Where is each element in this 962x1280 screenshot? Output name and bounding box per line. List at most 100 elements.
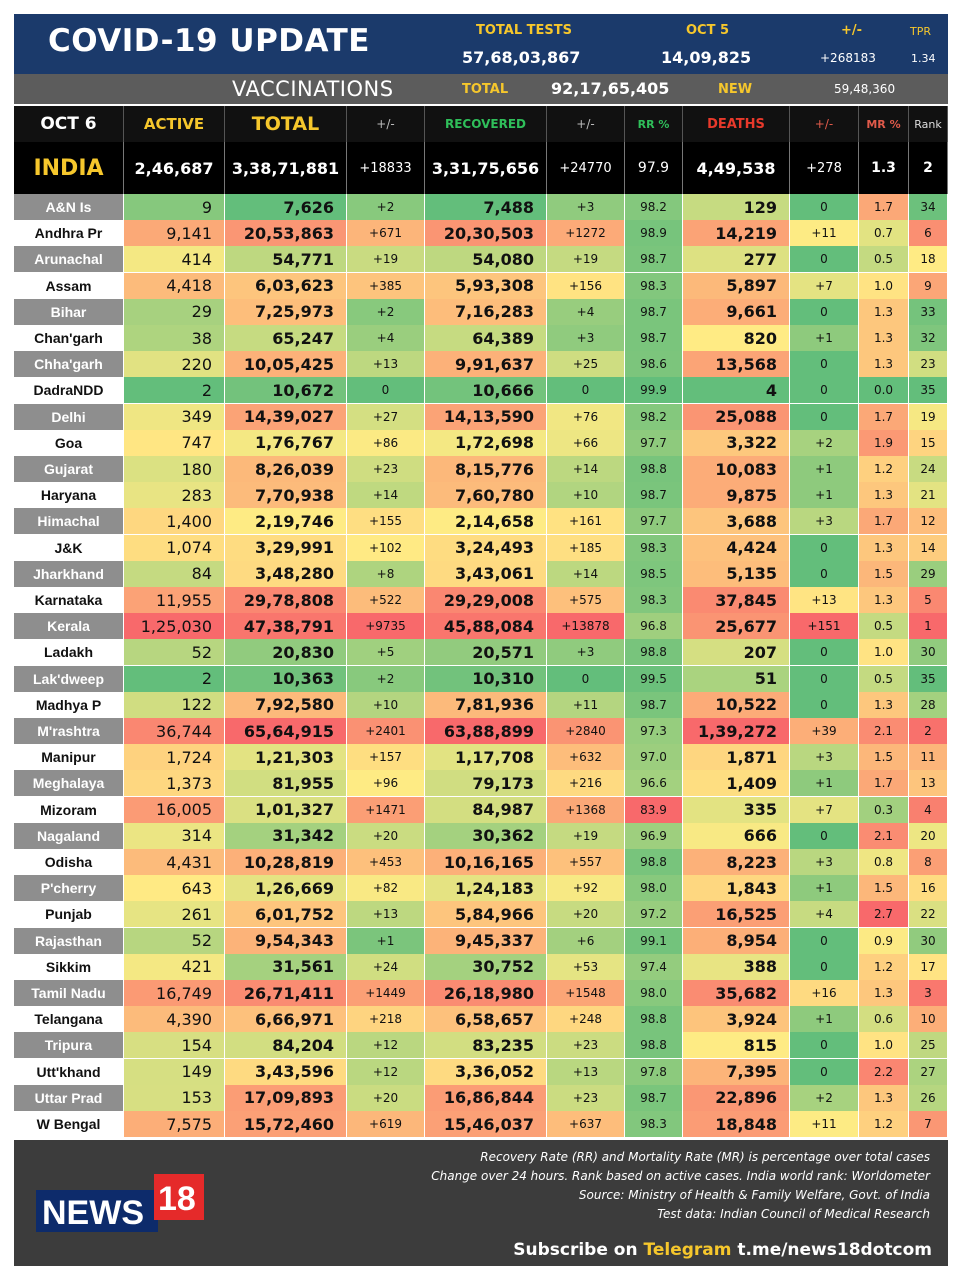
cell-mortality-rate: 2.2 [859,1058,909,1086]
cell-total: 2,19,746 [225,508,347,536]
cell-recovery-rate: 98.7 [625,691,683,719]
cell-active: 1,25,030 [124,613,225,641]
table-row: P'cherry 643 1,26,669 +82 1,24,183 +92 98.0 1,8… [14,875,948,903]
page-title: COVID-19 UPDATE [48,23,370,59]
cell-total-change: +2 [347,194,425,221]
cell-active: 314 [124,822,225,850]
cell-deaths: 1,39,272 [683,718,790,745]
table-row: Tripura 154 84,204 +12 83,235 +23 98.8 815 0 1.0 2… [14,1032,948,1060]
cell-deaths: 37,845 [683,587,790,614]
cell-recovery-rate: 98.3 [625,534,683,562]
cell-recovery-rate: 98.2 [625,403,683,431]
cell-total-change: +8 [347,560,425,588]
cell-deaths-change: 0 [790,1032,859,1060]
cell-recovered: 14,13,590 [425,403,547,431]
cell-total: 1,26,669 [225,875,347,903]
cell-state: Haryana [14,482,124,510]
cell-total-change: +10 [347,691,425,719]
cell-total: 3,29,991 [225,534,347,562]
cell-rank: 15 [909,429,948,457]
cell-state: Utt'khand [14,1058,124,1086]
cell-state: Lak'dweep [14,665,124,693]
column-header-active: ACTIVE [124,106,225,142]
cell-recovered-change: +575 [547,587,625,614]
cell-recovered: 30,362 [425,822,547,850]
cell-mortality-rate: 0.5 [859,665,909,693]
cell-recovered: 15,46,037 [425,1111,547,1138]
cell-deaths-change: +2 [790,1084,859,1112]
column-header-row: OCT 6 ACTIVE TOTAL +/- RECOVERED +/- RR % DEATH… [14,106,948,142]
cell-active: 2 [124,377,225,405]
cell-deaths: 4,424 [683,534,790,562]
cell-recovery-rate: 99.9 [625,377,683,405]
cell-recovery-rate: 98.2 [625,194,683,221]
cell-rank: 30 [909,927,948,955]
cell-total-change: +96 [347,770,425,798]
cell-total: 81,955 [225,770,347,798]
cell-deaths: 5,135 [683,560,790,588]
cell-recovered: 1,24,183 [425,875,547,903]
cell-rank: 3 [909,980,948,1007]
column-header-rank: Rank [909,106,948,142]
cell-recovered: 16,86,844 [425,1084,547,1112]
cell-rank: 32 [909,325,948,352]
cell-deaths: 9,875 [683,482,790,510]
cell-total: 31,342 [225,822,347,850]
cell-recovered-change: +23 [547,1032,625,1060]
cell-recovered: 30,752 [425,953,547,981]
table-row: Haryana 283 7,70,938 +14 7,60,780 +10 98.7 9,87… [14,482,948,510]
cell-deaths-change: +16 [790,980,859,1007]
cell-deaths: 10,083 [683,456,790,483]
cell-recovered-change: +216 [547,770,625,798]
cell-recovered: 7,60,780 [425,482,547,510]
tests-change-label: +/- [841,23,863,38]
cell-rank: 9 [909,272,948,300]
cell-recovered-change: +6 [547,927,625,955]
cell-mortality-rate: 1.5 [859,744,909,772]
cell-recovery-rate: 98.3 [625,272,683,300]
table-row: Goa 747 1,76,767 +86 1,72,698 +66 97.7 3,322 +2 1… [14,429,948,457]
cell-deaths: 129 [683,194,790,221]
cell-recovery-rate: 97.3 [625,718,683,745]
cell-total: 20,830 [225,639,347,667]
cell-active: 11,955 [124,587,225,614]
cell-recovery-rate: 98.8 [625,1032,683,1060]
cell-recovery-rate: 98.8 [625,639,683,667]
cell-rank: 17 [909,953,948,981]
cell-recovered-change: +14 [547,456,625,483]
cell-deaths: 35,682 [683,980,790,1007]
cell-mortality-rate: 0.9 [859,927,909,955]
cell-deaths: 25,677 [683,613,790,641]
cell-recovered: 20,30,503 [425,220,547,248]
cell-active: 52 [124,927,225,955]
cell-deaths-change: 0 [790,1058,859,1086]
cell-recovered: 79,173 [425,770,547,798]
cell-recovered-change: 0 [547,665,625,693]
cell-recovery-rate: 98.7 [625,246,683,274]
cell-active: 153 [124,1084,225,1112]
table-row: A&N Is 9 7,626 +2 7,488 +3 98.2 129 0 1.7 34 [14,194,948,221]
cell-state: Uttar Prad [14,1084,124,1112]
cell-recovered-change: +557 [547,849,625,876]
cell-active: 7,575 [124,1111,225,1138]
column-header-total: TOTAL [225,106,347,142]
table-row: Mizoram 16,005 1,01,327 +1471 84,987 +1368 83.… [14,796,948,824]
cell-state: Jharkhand [14,560,124,588]
cell-state: Mizoram [14,796,124,824]
cell-recovery-rate: 98.7 [625,482,683,510]
cell-recovered: 3,24,493 [425,534,547,562]
cell-mortality-rate: 1.3 [859,691,909,719]
cell-deaths-change: +7 [790,272,859,300]
cell-deaths: 22,896 [683,1084,790,1112]
cell-active: 220 [124,351,225,379]
cell-total-change: +157 [347,744,425,772]
cell-active: 261 [124,901,225,929]
india-rank: 2 [909,142,948,194]
cell-total: 31,561 [225,953,347,981]
cell-mortality-rate: 1.0 [859,639,909,667]
cell-active: 643 [124,875,225,903]
cell-rank: 13 [909,770,948,798]
cell-recovery-rate: 97.8 [625,1058,683,1086]
subscribe-link[interactable]: t.me/news18dotcom [737,1240,932,1260]
vaccinations-total-value: 92,17,65,405 [551,79,670,98]
